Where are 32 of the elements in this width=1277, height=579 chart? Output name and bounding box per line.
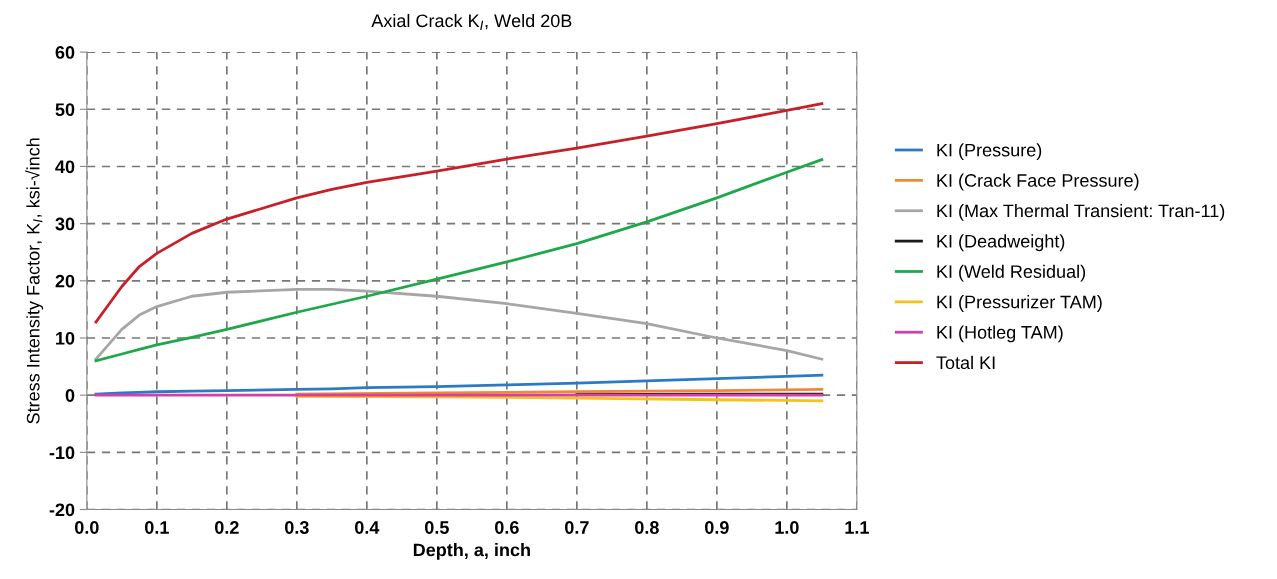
legend-label: KI (Crack Face Pressure) xyxy=(937,173,1139,191)
legend-label: KI (Hotleg TAM) xyxy=(937,325,1063,343)
y-tick-label: 60 xyxy=(55,46,75,59)
legend-label: KI (Deadweight) xyxy=(937,234,1065,252)
y-tick-label: -20 xyxy=(49,503,75,517)
x-tick-label: 0.8 xyxy=(635,521,659,534)
x-tick-label: 0.6 xyxy=(495,521,519,534)
legend-label: KI (Pressurizer TAM) xyxy=(937,295,1102,312)
y-axis-title: Stress Intensity Factor, K$_{I}$, ksi-√inch xyxy=(25,138,44,424)
x-tick-label: 1.0 xyxy=(775,521,799,534)
x-tick-label: 0.5 xyxy=(425,521,449,534)
x-tick-label: 0.0 xyxy=(75,521,99,534)
x-axis-title: Depth, a, inch xyxy=(413,543,530,560)
y-tick-label: 0 xyxy=(65,389,75,402)
legend-label: KI (Weld Residual) xyxy=(937,264,1086,282)
y-tick-label: -10 xyxy=(49,446,75,460)
x-tick-label: 0.9 xyxy=(705,521,729,534)
y-tick-label: 20 xyxy=(55,274,75,288)
x-tick-label: 0.1 xyxy=(145,521,169,534)
y-tick-label: 50 xyxy=(55,103,75,117)
legend-label: KI (Pressure) xyxy=(937,143,1042,161)
y-tick-label: 10 xyxy=(56,331,75,345)
legend-label: KI (Max Thermal Transient: Tran-11) xyxy=(937,203,1225,221)
x-tick-label: 0.7 xyxy=(565,521,589,534)
x-tick-label: 1.1 xyxy=(845,521,869,534)
legend-label: Total KI xyxy=(936,355,995,370)
chart-title: Axial Crack K$_{I}$, Weld 20B xyxy=(371,13,572,30)
x-tick-label: 0.3 xyxy=(285,521,309,534)
x-tick-label: 0.2 xyxy=(215,521,239,534)
y-tick-label: 40 xyxy=(55,160,75,174)
x-tick-label: 0.4 xyxy=(355,521,380,534)
y-tick-label: 30 xyxy=(55,217,75,231)
